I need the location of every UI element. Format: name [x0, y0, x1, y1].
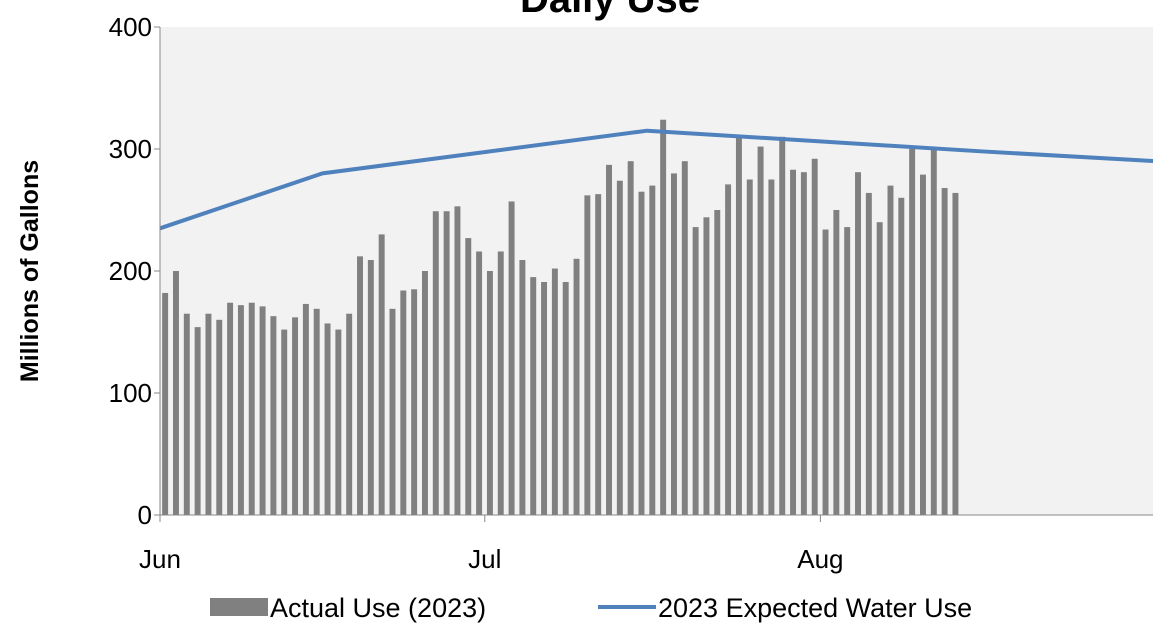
y-tick-label: 100: [109, 378, 152, 408]
y-tick-label: 0: [138, 500, 152, 530]
bar: [941, 188, 948, 516]
bar: [952, 192, 959, 516]
bar: [638, 191, 645, 515]
bar: [378, 234, 385, 515]
bar: [606, 164, 612, 516]
bar: [681, 161, 688, 515]
bar: [562, 281, 569, 515]
bar: [616, 180, 623, 515]
bar: [703, 217, 710, 515]
bar: [595, 194, 602, 515]
bar: [432, 211, 439, 515]
bar: [811, 158, 818, 515]
bar: [519, 260, 526, 515]
bar: [833, 210, 840, 515]
bar: [735, 136, 742, 516]
bar: [530, 277, 537, 515]
bar: [865, 192, 872, 516]
legend-label: Actual Use (2023): [270, 593, 486, 623]
bar: [887, 185, 894, 515]
bar: [746, 179, 753, 515]
bar: [692, 227, 699, 515]
bar: [768, 179, 775, 515]
x-tick-label: Jun: [139, 544, 181, 574]
bar: [790, 169, 797, 516]
bar: [465, 238, 472, 515]
bar: [551, 268, 558, 515]
bar: [930, 149, 937, 515]
line: [159, 128, 1153, 231]
bar: [649, 185, 656, 515]
bar: [172, 271, 179, 515]
bar: [627, 161, 634, 515]
bar: [725, 184, 732, 515]
bar: [573, 258, 580, 515]
bar: [324, 323, 331, 515]
y-tick-label: 200: [109, 256, 152, 286]
bar: [162, 292, 169, 515]
y-tick-label: 400: [109, 12, 152, 42]
bar: [844, 227, 851, 515]
chart-title: Daily Use: [520, 0, 700, 21]
legend-label: 2023 Expected Water Use: [658, 593, 972, 623]
bar: [421, 271, 428, 515]
bar: [313, 308, 320, 515]
bar: [216, 319, 223, 515]
bar: [919, 174, 926, 515]
bar: [800, 172, 807, 515]
bar: [660, 119, 667, 515]
bar: [237, 305, 244, 515]
bar: [367, 260, 374, 515]
bar: [779, 136, 786, 516]
bar: [389, 308, 396, 515]
bar: [909, 149, 916, 515]
bar: [400, 290, 407, 515]
bar: [822, 229, 829, 515]
bar: [302, 303, 309, 515]
bar: [357, 256, 363, 515]
bar: [855, 172, 861, 515]
bar: [714, 210, 721, 515]
x-tick-label: Aug: [797, 544, 843, 574]
bar: [670, 173, 677, 515]
x-tick-label: Jul: [468, 544, 501, 574]
bar: [508, 201, 515, 515]
legend-swatch: [210, 598, 268, 616]
y-tick-label: 300: [109, 134, 152, 164]
plot-area: [160, 27, 1153, 515]
bar: [227, 302, 234, 515]
bar: [411, 289, 418, 515]
bar: [183, 313, 190, 515]
bar: [584, 195, 591, 516]
bar: [898, 197, 905, 516]
bar: [476, 251, 483, 516]
bar: [757, 146, 764, 515]
y-axis-label: Millions of Gallons: [16, 160, 44, 382]
bar: [346, 313, 353, 515]
bar: [259, 306, 266, 515]
bar: [270, 316, 277, 515]
bar: [454, 206, 461, 515]
bar: [497, 251, 504, 516]
bar: [486, 271, 493, 515]
bar: [443, 211, 450, 515]
bar: [292, 317, 299, 515]
bar: [876, 222, 883, 515]
bar: [541, 281, 548, 515]
bar: [281, 329, 288, 515]
bar: [335, 329, 342, 515]
bar: [194, 327, 201, 515]
bar: [205, 313, 212, 515]
bar: [248, 302, 255, 515]
